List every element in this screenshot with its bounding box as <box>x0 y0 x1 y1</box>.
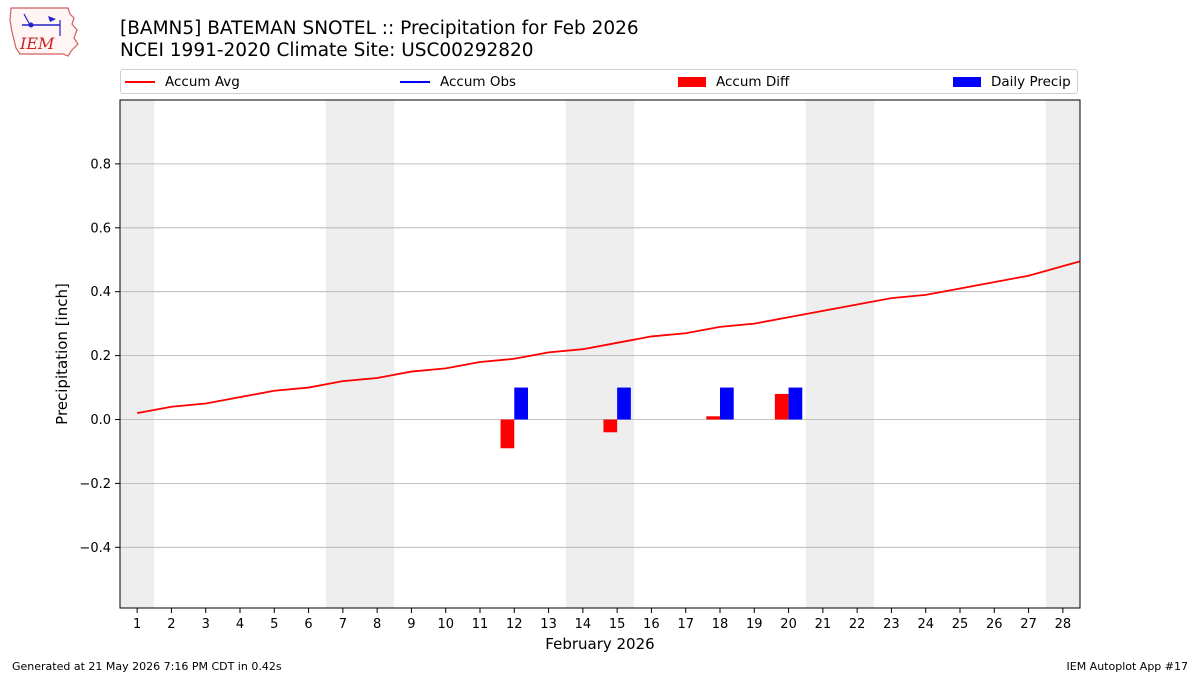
weekend-band-3 <box>805 100 875 608</box>
x-tick-label-24: 25 <box>952 617 969 632</box>
x-tick-label-0: 1 <box>133 617 141 632</box>
weekend-band-1 <box>325 100 395 608</box>
y-tick-label-2: 0.0 <box>90 413 111 428</box>
weekend-band-2 <box>565 100 635 608</box>
chart-title: [BAMN5] BATEMAN SNOTEL :: Precipitation … <box>120 18 639 62</box>
title-line-1: [BAMN5] BATEMAN SNOTEL :: Precipitation … <box>120 18 639 39</box>
legend-item-accum-obs: Accum Obs <box>400 70 516 93</box>
bar-accum-diff-0 <box>500 419 515 449</box>
footer-app: IEM Autoplot App #17 <box>1066 660 1189 673</box>
x-tick-label-11: 12 <box>506 617 523 632</box>
x-tick-label-7: 8 <box>373 617 381 632</box>
legend-swatch-accum-avg <box>125 80 155 83</box>
x-tick-label-5: 6 <box>304 617 312 632</box>
x-tick-label-19: 20 <box>780 617 797 632</box>
bar-daily-precip-3 <box>788 387 803 420</box>
lines <box>136 260 1081 414</box>
y-axis-label: Precipitation [inch] <box>53 283 71 425</box>
legend: Accum Avg Accum Obs Accum Diff Daily Pre… <box>120 69 1078 94</box>
weekend-band-0 <box>120 100 155 608</box>
title-line-2: NCEI 1991-2020 Climate Site: USC00292820 <box>120 40 534 61</box>
x-tick-label-23: 24 <box>917 617 934 632</box>
x-tick-label-3: 4 <box>236 617 244 632</box>
line-extension <box>1062 260 1081 268</box>
bar-accum-diff-2 <box>706 416 720 420</box>
footer-generated: Generated at 21 May 2026 7:16 PM CDT in … <box>12 660 282 673</box>
x-tick-label-2: 3 <box>202 617 210 632</box>
legend-label-daily-precip: Daily Precip <box>991 73 1071 90</box>
y-axis-ticks: −0.4 −0.2 0.0 0.2 0.4 0.6 0.8 <box>79 157 120 556</box>
iem-logo: IEM <box>9 7 79 57</box>
y-tick-label-4: 0.4 <box>90 285 111 300</box>
x-tick-label-22: 23 <box>883 617 900 632</box>
logo-text: IEM <box>19 34 55 53</box>
x-tick-label-20: 21 <box>815 617 832 632</box>
weekend-shading <box>120 100 1080 608</box>
x-tick-label-10: 11 <box>472 617 489 632</box>
x-tick-label-16: 17 <box>677 617 694 632</box>
legend-swatch-accum-diff <box>678 76 706 87</box>
y-tick-label-5: 0.6 <box>90 221 111 236</box>
x-tick-label-25: 26 <box>986 617 1003 632</box>
bar-accum-diff-1 <box>603 419 618 433</box>
legend-label-accum-diff: Accum Diff <box>716 73 790 90</box>
bar-daily-precip-1 <box>617 387 631 420</box>
legend-label-accum-avg: Accum Avg <box>165 73 240 90</box>
x-tick-label-9: 10 <box>437 617 454 632</box>
bar-daily-precip-0 <box>514 387 528 420</box>
legend-swatch-daily-precip <box>953 76 981 87</box>
x-tick-label-14: 15 <box>609 617 626 632</box>
grid-lines <box>120 163 1080 548</box>
y-tick-label-0: −0.4 <box>79 541 111 556</box>
bar-daily-precip-2 <box>720 387 734 420</box>
x-tick-label-17: 18 <box>712 617 729 632</box>
x-tick-label-8: 9 <box>407 617 415 632</box>
x-tick-label-27: 28 <box>1055 617 1072 632</box>
y-tick-label-6: 0.8 <box>90 157 111 172</box>
x-tick-label-1: 2 <box>167 617 175 632</box>
x-tick-label-18: 19 <box>746 617 763 632</box>
line-accum-avg <box>136 265 1064 414</box>
y-tick-label-3: 0.2 <box>90 349 111 364</box>
x-tick-label-12: 13 <box>540 617 557 632</box>
legend-swatch-accum-obs <box>400 80 430 83</box>
x-axis-label: February 2026 <box>545 635 654 653</box>
legend-item-accum-avg: Accum Avg <box>125 70 240 93</box>
x-tick-label-4: 5 <box>270 617 278 632</box>
weekend-band-4 <box>1045 100 1080 608</box>
bars <box>500 387 803 449</box>
legend-label-accum-obs: Accum Obs <box>440 73 517 90</box>
bar-accum-diff-3 <box>774 393 789 420</box>
x-tick-label-6: 7 <box>339 617 347 632</box>
x-tick-label-13: 14 <box>575 617 592 632</box>
y-tick-label-1: −0.2 <box>79 477 111 492</box>
x-tick-label-15: 16 <box>643 617 660 632</box>
legend-item-accum-diff: Accum Diff <box>678 70 789 93</box>
x-axis-ticks: 1 2 3 4 5 6 7 8 9 10 11 12 13 14 15 16 17 18 19 20 21 22 23 24 2… <box>133 608 1071 632</box>
x-tick-label-26: 27 <box>1020 617 1037 632</box>
plot-frame <box>119 99 1081 609</box>
legend-item-daily-precip: Daily Precip <box>953 70 1071 93</box>
x-tick-label-21: 22 <box>849 617 866 632</box>
